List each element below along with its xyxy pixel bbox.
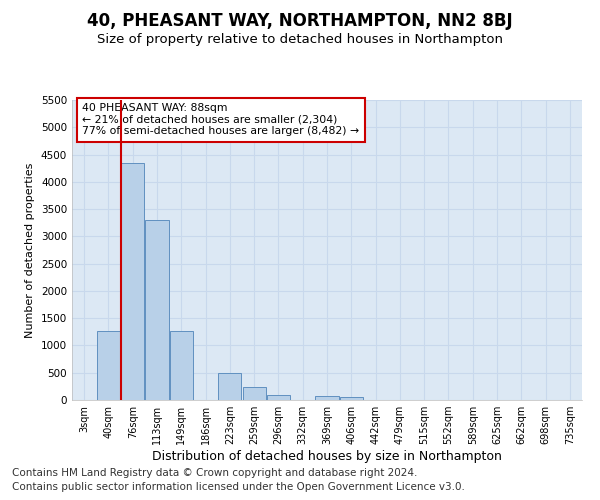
- Bar: [121, 162, 144, 400]
- Bar: [267, 394, 290, 400]
- Bar: [340, 397, 363, 400]
- Bar: [218, 374, 241, 400]
- Text: 40, PHEASANT WAY, NORTHAMPTON, NN2 8BJ: 40, PHEASANT WAY, NORTHAMPTON, NN2 8BJ: [87, 12, 513, 30]
- Bar: [97, 330, 120, 400]
- Bar: [170, 330, 193, 400]
- X-axis label: Distribution of detached houses by size in Northampton: Distribution of detached houses by size …: [152, 450, 502, 463]
- Text: 40 PHEASANT WAY: 88sqm
← 21% of detached houses are smaller (2,304)
77% of semi-: 40 PHEASANT WAY: 88sqm ← 21% of detached…: [82, 103, 359, 136]
- Text: Contains public sector information licensed under the Open Government Licence v3: Contains public sector information licen…: [12, 482, 465, 492]
- Bar: [242, 387, 266, 400]
- Text: Contains HM Land Registry data © Crown copyright and database right 2024.: Contains HM Land Registry data © Crown c…: [12, 468, 418, 477]
- Y-axis label: Number of detached properties: Number of detached properties: [25, 162, 35, 338]
- Bar: [145, 220, 169, 400]
- Bar: [316, 396, 338, 400]
- Text: Size of property relative to detached houses in Northampton: Size of property relative to detached ho…: [97, 32, 503, 46]
